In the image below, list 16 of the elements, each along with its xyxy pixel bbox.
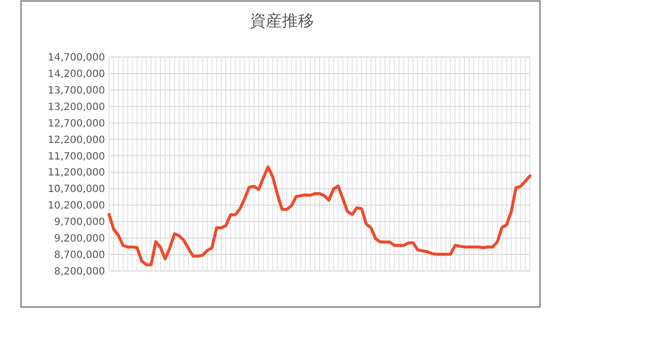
y-tick-label: 11,200,000 [48, 168, 105, 179]
y-tick-label: 12,200,000 [48, 134, 105, 146]
y-tick-label: 11,700,000 [48, 151, 105, 162]
y-tick-label: 9,700,000 [54, 217, 105, 228]
y-tick-label: 13,200,000 [48, 102, 105, 113]
y-tick-label: 8,700,000 [54, 250, 105, 262]
y-tick-label: 9,200,000 [54, 234, 105, 245]
y-tick-label: 12,700,000 [48, 118, 105, 130]
y-tick-label: 14,200,000 [48, 68, 105, 80]
y-tick-label: 14,700,000 [48, 52, 105, 64]
line-series [108, 165, 532, 266]
y-tick-label: 10,700,000 [48, 184, 105, 196]
chart-title: 資産推移 [250, 11, 314, 30]
y-tick-label: 13,700,000 [48, 85, 105, 96]
y-tick-label: 8,200,000 [54, 266, 105, 278]
y-tick-label: 10,200,000 [48, 200, 105, 212]
